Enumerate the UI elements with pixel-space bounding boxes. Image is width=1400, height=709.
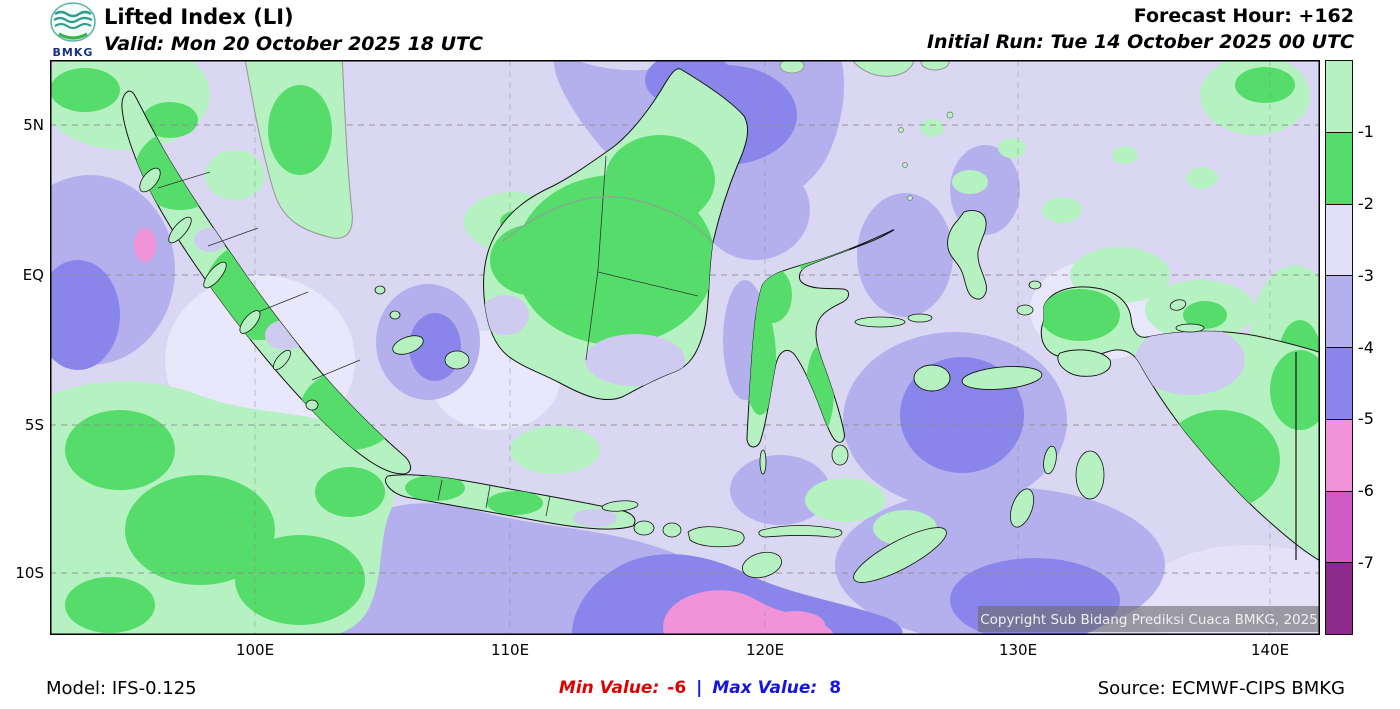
legend-swatch-5 (1325, 419, 1353, 492)
legend-tick-2: -2 (1358, 194, 1374, 213)
legend-tick-6: -6 (1358, 481, 1374, 500)
model-label: Model: IFS-0.125 (46, 678, 197, 699)
forecast-hour-label: Forecast Hour: +162 (1133, 5, 1354, 27)
lon-label-120e: 120E (745, 641, 785, 659)
legend-tick-4: -4 (1358, 338, 1374, 357)
max-value: 8 (829, 678, 842, 698)
min-value: -6 (667, 678, 687, 698)
copyright-overlay: Copyright Sub Bidang Prediksi Cuaca BMKG… (978, 606, 1320, 632)
islands-layer (121, 68, 1323, 583)
map-frame (50, 60, 1320, 635)
lon-label-140e: 140E (1250, 641, 1290, 659)
coast-mindanao (847, 53, 915, 77)
copyright-text: Copyright Sub Bidang Prediksi Cuaca BMKG… (980, 612, 1318, 628)
lat-label-5n: 5N (23, 116, 44, 134)
lat-label-eq: EQ (22, 266, 44, 284)
legend-tick-7: -7 (1358, 553, 1374, 572)
lat-label-10s: 10S (15, 564, 44, 582)
minmax-separator: | (696, 678, 703, 698)
initial-run-label: Initial Run: Tue 14 October 2025 00 UTC (926, 31, 1354, 53)
legend-swatch-7 (1325, 563, 1353, 635)
legend-swatch-4 (1325, 348, 1353, 420)
legend-tick-5: -5 (1358, 409, 1374, 428)
min-value-label: Min Value: (558, 678, 660, 698)
lon-label-130e: 130E (998, 641, 1038, 659)
valid-time-label: Valid: Mon 20 October 2025 18 UTC (104, 33, 483, 55)
minmax-line: Min Value: -6 | Max Value: 8 (0, 678, 1400, 698)
legend-tick-3: -3 (1358, 266, 1374, 285)
lon-label-100e: 100E (235, 641, 275, 659)
legend-swatch-1 (1325, 132, 1353, 205)
source-label: Source: ECMWF-CIPS BMKG (1097, 678, 1345, 699)
li-map-svg: Copyright Sub Bidang Prediksi Cuaca BMKG… (5, 40, 1360, 655)
legend-swatch-0 (1325, 60, 1353, 133)
island-halmahera (947, 210, 987, 300)
lon-label-110e: 110E (490, 641, 530, 659)
legend-swatch-3 (1325, 276, 1353, 348)
max-value-label: Max Value: (712, 678, 818, 698)
map-canvas: Copyright Sub Bidang Prediksi Cuaca BMKG… (5, 40, 1360, 655)
foreign-coastlines (243, 53, 954, 239)
legend-swatch-2 (1325, 204, 1353, 277)
color-legend (1325, 60, 1353, 635)
lat-label-5s: 5S (24, 416, 44, 434)
header-right: Forecast Hour: +162 Initial Run: Tue 14 … (927, 5, 1354, 53)
bmkg-logo: BMKG (46, 2, 100, 59)
legend-swatch-6 (1325, 491, 1353, 564)
bmkg-logo-text: BMKG (52, 46, 94, 59)
page-title: Lifted Index (LI) (104, 5, 294, 29)
legend-tick-1: -1 (1358, 122, 1374, 141)
bmkg-logo-icon (50, 2, 96, 42)
